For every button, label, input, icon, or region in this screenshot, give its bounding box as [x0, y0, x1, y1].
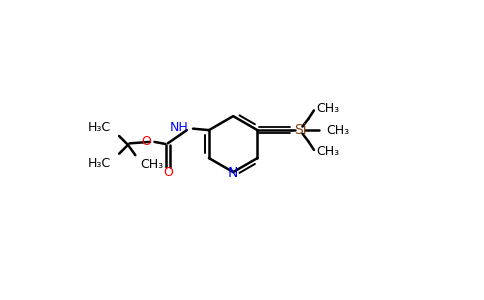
- Text: O: O: [141, 135, 151, 148]
- Text: CH₃: CH₃: [140, 158, 164, 171]
- Text: H₃C: H₃C: [88, 157, 111, 169]
- Text: NH: NH: [169, 121, 188, 134]
- Text: CH₃: CH₃: [327, 124, 350, 136]
- Text: Si: Si: [294, 123, 306, 137]
- Text: H₃C: H₃C: [88, 121, 111, 134]
- Text: O: O: [163, 166, 173, 179]
- Text: CH₃: CH₃: [316, 145, 339, 158]
- Text: CH₃: CH₃: [316, 102, 339, 116]
- Text: N: N: [228, 166, 238, 180]
